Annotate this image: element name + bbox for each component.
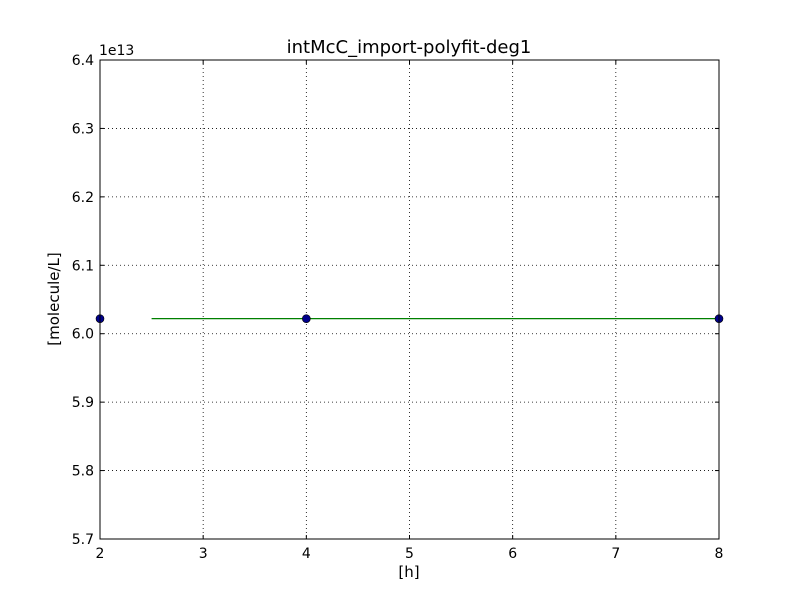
x-tick-label: 3	[199, 546, 208, 562]
data-series	[95, 314, 724, 323]
y-tick-label: 5.8	[72, 464, 94, 480]
x-tick-label: 4	[302, 546, 311, 562]
x-axis-ticks: 2 3 4 5 6 7 8	[96, 60, 724, 562]
x-tick-label: 6	[508, 546, 517, 562]
grid-lines	[100, 60, 719, 539]
plot-frame	[99, 59, 720, 540]
y-axis-label: [molecule/L]	[45, 252, 63, 345]
x-tick-label: 8	[715, 546, 724, 562]
x-tick-label: 5	[405, 546, 414, 562]
x-axis-label: [h]	[398, 563, 419, 581]
y-tick-label: 6.3	[72, 121, 94, 137]
y-tick-label: 5.7	[72, 532, 94, 548]
y-offset-label: 1e13	[99, 43, 134, 59]
y-tick-label: 6.4	[72, 53, 94, 69]
y-tick-label: 6.0	[72, 327, 94, 343]
y-axis-ticks: 5.7 5.8 5.9 6.0 6.1 6.2 6.3 6.4	[72, 53, 719, 548]
x-tick-label: 2	[96, 546, 105, 562]
y-tick-label: 5.9	[72, 395, 94, 411]
y-tick-label: 6.2	[72, 190, 94, 206]
y-tick-label: 6.1	[72, 258, 94, 274]
x-tick-label: 7	[611, 546, 620, 562]
data-point	[302, 314, 311, 323]
chart-title: intMcC_import-polyfit-deg1	[287, 37, 532, 58]
